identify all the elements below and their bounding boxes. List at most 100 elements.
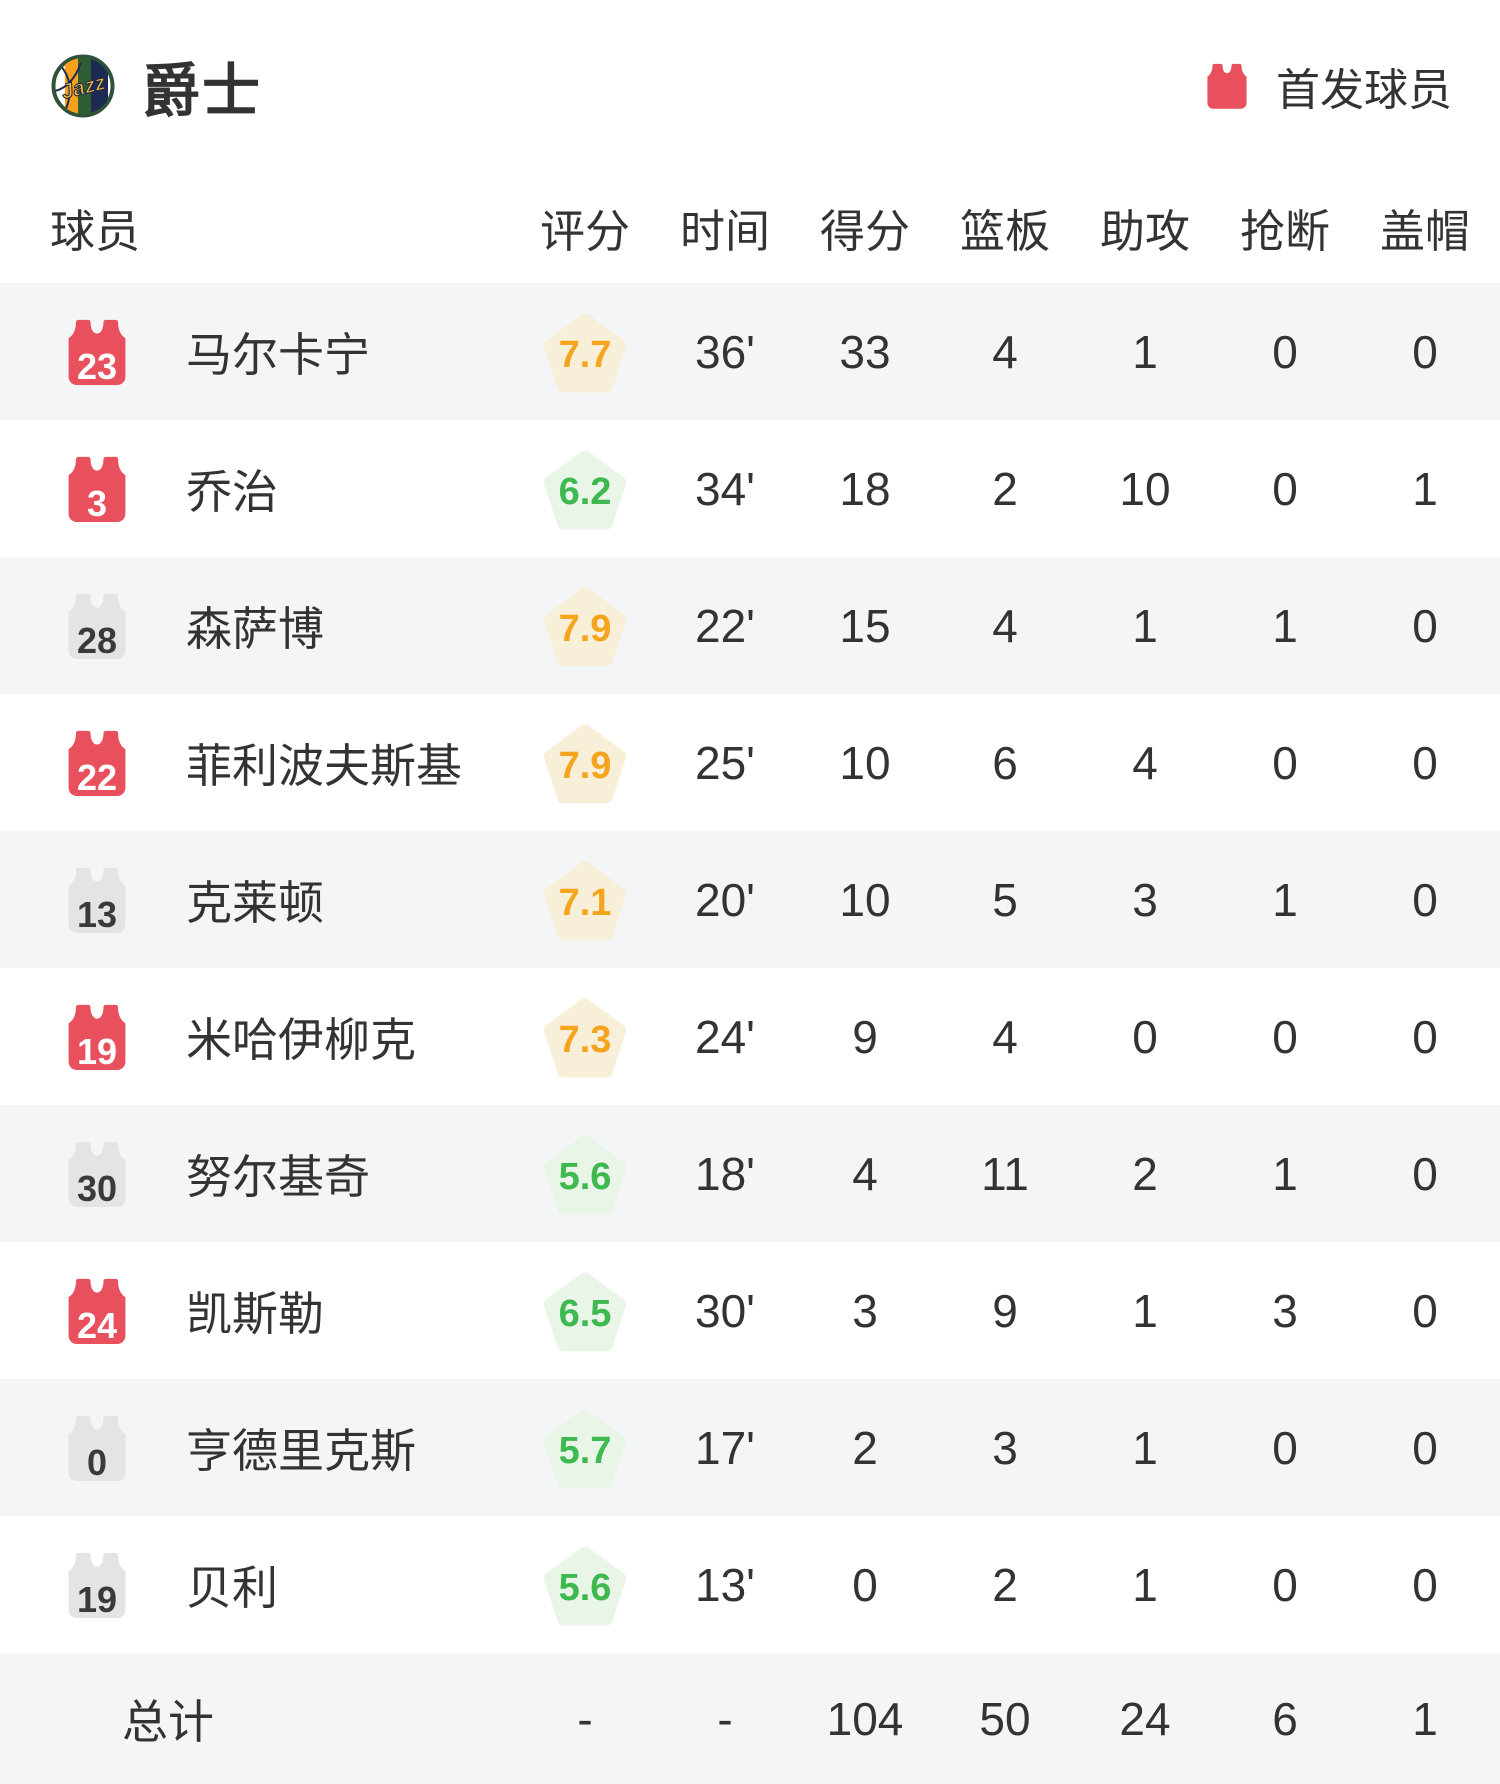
- rating-badge: 7.3: [543, 995, 627, 1079]
- stat-blocks: 0: [1412, 873, 1438, 926]
- pentagon-icon: [543, 1408, 627, 1488]
- column-steals: 抢断: [1239, 206, 1330, 257]
- player-cell: 19 贝利: [0, 1549, 515, 1621]
- jersey-icon: 23: [64, 316, 130, 388]
- stat-rebounds: 4: [992, 325, 1018, 378]
- column-time: 时间: [679, 206, 770, 257]
- jersey-number: 24: [76, 1304, 118, 1346]
- pentagon-icon: [543, 723, 627, 803]
- player-row[interactable]: 3 乔治 6.2 34' 18 2 10 0 1: [0, 420, 1500, 557]
- stat-rebounds: 11: [981, 1147, 1029, 1200]
- jersey-number: 30: [76, 1167, 118, 1209]
- stat-rebounds: 9: [992, 1284, 1018, 1337]
- column-rebounds: 篮板: [959, 206, 1050, 257]
- rating-cell: 7.3: [515, 995, 655, 1079]
- stat-steals: 1: [1272, 1147, 1298, 1200]
- stat-time: 25': [695, 736, 755, 789]
- player-row[interactable]: 19 贝利 5.6 13' 0 2 1 0 0: [0, 1516, 1500, 1653]
- stat-blocks: 0: [1412, 1010, 1438, 1063]
- player-cell: 30 努尔基奇: [0, 1138, 515, 1210]
- player-row[interactable]: 30 努尔基奇 5.6 18' 4 11 2 1 0: [0, 1105, 1500, 1242]
- total-label: 总计: [122, 1695, 214, 1748]
- player-table-body: 23 马尔卡宁 7.7 36' 33 4 1 0 0 3 乔治: [0, 283, 1500, 1653]
- player-cell: 0 亨德里克斯: [0, 1412, 515, 1484]
- player-row[interactable]: 0 亨德里克斯 5.7 17' 2 3 1 0 0: [0, 1379, 1500, 1516]
- rating-value: 7.7: [558, 334, 612, 376]
- stat-rebounds: 3: [992, 1421, 1018, 1474]
- jersey-icon: 0: [64, 1412, 130, 1484]
- rating-value: 7.9: [558, 745, 612, 787]
- stat-rebounds: 2: [992, 1558, 1018, 1611]
- stat-steals: 3: [1272, 1284, 1298, 1337]
- stat-steals: 0: [1272, 325, 1298, 378]
- rating-badge: 6.2: [543, 447, 627, 531]
- stat-time: 17': [695, 1421, 755, 1474]
- player-name: 菲利波夫斯基: [186, 739, 462, 792]
- rating-badge: 6.5: [543, 1269, 627, 1353]
- column-blocks: 盖帽: [1379, 206, 1470, 257]
- team-header: Jazz 爵士 首发球员: [0, 0, 1500, 172]
- stat-assists: 10: [1119, 462, 1171, 515]
- jersey-icon: 19: [64, 1001, 130, 1073]
- total-time: -: [717, 1692, 733, 1745]
- stat-points: 10: [839, 736, 891, 789]
- player-row[interactable]: 13 克莱顿 7.1 20' 10 5 3 1 0: [0, 831, 1500, 968]
- jersey-icon: 13: [64, 864, 130, 936]
- rating-badge: 5.6: [543, 1132, 627, 1216]
- stat-points: 4: [852, 1147, 878, 1200]
- jersey-number: 13: [76, 893, 118, 935]
- rating-badge: 7.7: [543, 310, 627, 394]
- player-name: 乔治: [186, 465, 278, 518]
- stat-rebounds: 4: [992, 1010, 1018, 1063]
- stat-blocks: 0: [1412, 736, 1438, 789]
- stat-rebounds: 4: [992, 599, 1018, 652]
- stat-points: 33: [839, 325, 891, 378]
- player-cell: 24 凯斯勒: [0, 1275, 515, 1347]
- jersey-number: 23: [76, 345, 118, 387]
- player-row[interactable]: 19 米哈伊柳克 7.3 24' 9 4 0 0 0: [0, 968, 1500, 1105]
- stat-rebounds: 2: [992, 462, 1018, 515]
- stat-blocks: 1: [1412, 462, 1438, 515]
- stat-assists: 4: [1132, 736, 1158, 789]
- stat-points: 3: [852, 1284, 878, 1337]
- pentagon-icon: [543, 1134, 627, 1214]
- player-row[interactable]: 23 马尔卡宁 7.7 36' 33 4 1 0 0: [0, 283, 1500, 420]
- pentagon-icon: [543, 586, 627, 666]
- stat-assists: 1: [1132, 325, 1158, 378]
- stat-points: 10: [839, 873, 891, 926]
- total-rating: -: [577, 1692, 593, 1745]
- player-cell: 28 森萨博: [0, 590, 515, 662]
- player-cell: 22 菲利波夫斯基: [0, 727, 515, 799]
- stat-assists: 1: [1132, 599, 1158, 652]
- player-name: 马尔卡宁: [186, 328, 370, 381]
- rating-value: 7.9: [558, 608, 612, 650]
- player-name: 努尔基奇: [186, 1150, 370, 1203]
- column-assists: 助攻: [1099, 206, 1190, 257]
- player-name: 凯斯勒: [186, 1287, 324, 1340]
- player-cell: 3 乔治: [0, 453, 515, 525]
- stat-blocks: 0: [1412, 325, 1438, 378]
- stat-points: 18: [839, 462, 891, 515]
- rating-cell: 7.9: [515, 584, 655, 668]
- stat-rebounds: 6: [992, 736, 1018, 789]
- pentagon-icon: [543, 997, 627, 1077]
- stat-assists: 1: [1132, 1558, 1158, 1611]
- stat-steals: 0: [1272, 1010, 1298, 1063]
- player-row[interactable]: 28 森萨博 7.9 22' 15 4 1 1 0: [0, 557, 1500, 694]
- jersey-number: 0: [86, 1441, 108, 1483]
- rating-value: 6.2: [558, 471, 612, 513]
- rating-value: 5.6: [558, 1156, 612, 1198]
- rating-badge: 5.7: [543, 1406, 627, 1490]
- rating-cell: 7.1: [515, 858, 655, 942]
- stat-steals: 0: [1272, 736, 1298, 789]
- stat-steals: 1: [1272, 599, 1298, 652]
- player-row[interactable]: 22 菲利波夫斯基 7.9 25' 10 6 4 0 0: [0, 694, 1500, 831]
- stat-blocks: 0: [1412, 1284, 1438, 1337]
- rating-badge: 5.6: [543, 1543, 627, 1627]
- rating-badge: 7.1: [543, 858, 627, 942]
- player-row[interactable]: 24 凯斯勒 6.5 30' 3 9 1 3 0: [0, 1242, 1500, 1379]
- rating-cell: 5.7: [515, 1406, 655, 1490]
- total-assists: 24: [1119, 1692, 1171, 1745]
- stat-blocks: 0: [1412, 1558, 1438, 1611]
- rating-badge: 7.9: [543, 721, 627, 805]
